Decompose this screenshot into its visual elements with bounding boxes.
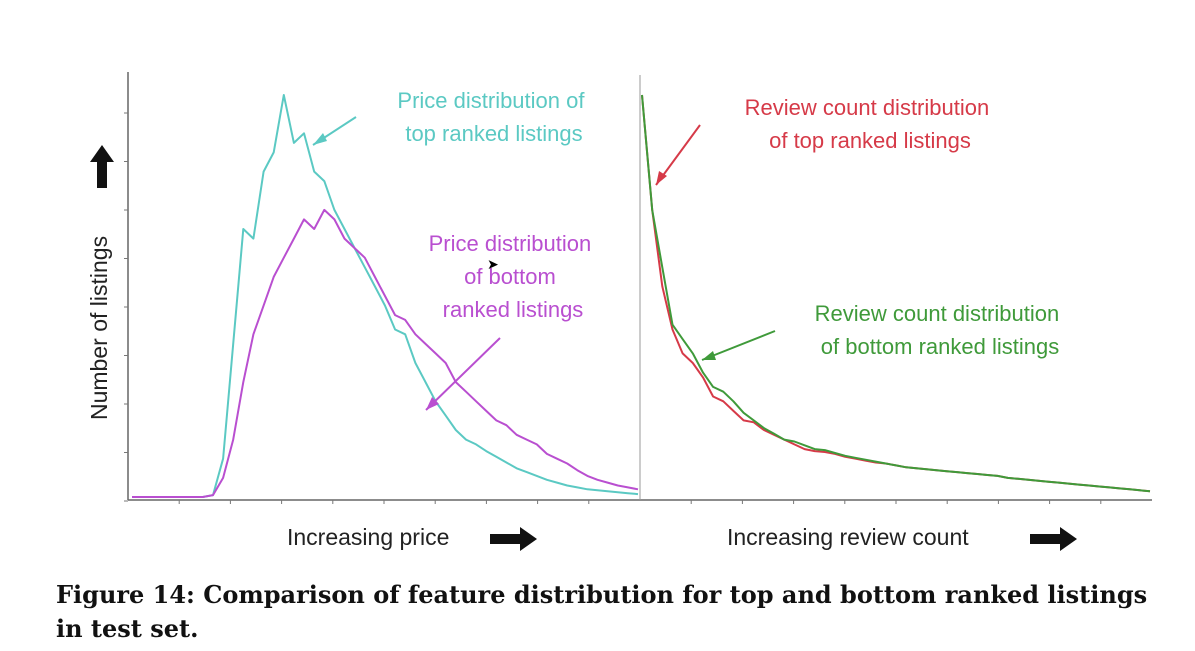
annotation-arrows — [312, 116, 776, 411]
right-arrow-icon — [1030, 527, 1077, 551]
review-bottom-arrowhead — [702, 351, 716, 360]
y-axis-label: Number of listings — [86, 236, 112, 420]
annotation-line: of bottom — [464, 264, 556, 289]
annotation-price-bottom: Price distribution of bottom ranked list… — [429, 231, 598, 322]
up-arrow-icon — [90, 145, 114, 188]
annotation-line: Price distribution of — [397, 88, 585, 113]
annotation-line: of top ranked listings — [769, 128, 971, 153]
series-layer — [132, 94, 1151, 498]
annotation-price-top: Price distribution of top ranked listing… — [397, 88, 590, 146]
annotation-line: Price distribution — [429, 231, 592, 256]
axes — [124, 72, 1152, 504]
x-axis-label-review: Increasing review count — [727, 524, 969, 550]
annotation-review-top: Review count distribution of top ranked … — [745, 95, 996, 153]
price-bottom-arrowhead — [426, 397, 439, 410]
y-axis-ticks — [124, 112, 128, 502]
annotation-line: Review count distribution — [815, 301, 1060, 326]
review-top-arrowhead — [656, 171, 667, 185]
series-line-0-0 — [132, 94, 639, 498]
annotation-review-bottom: Review count distribution of bottom rank… — [815, 301, 1066, 359]
mouse-cursor-icon: ➤ — [487, 257, 499, 273]
right-arrow-icon — [490, 527, 537, 551]
x-axis-ticks-right — [690, 500, 1102, 504]
price-top-arrowhead — [313, 133, 327, 145]
figure-caption: Figure 14: Comparison of feature distrib… — [56, 580, 1148, 643]
series-line-1-0 — [641, 94, 1151, 493]
annotation-line: Review count distribution — [745, 95, 990, 120]
annotation-line: ranked listings — [443, 297, 584, 322]
y-axis-label-group: Number of listings — [86, 145, 114, 420]
series-line-1-1 — [641, 94, 1151, 493]
series-line-0-1 — [132, 208, 639, 498]
x-axis-label-price: Increasing price — [287, 524, 449, 550]
annotation-line: top ranked listings — [405, 121, 582, 146]
annotation-line: of bottom ranked listings — [821, 334, 1059, 359]
price-bottom-arrow — [425, 337, 501, 411]
x-axis-ticks-left — [178, 500, 590, 504]
